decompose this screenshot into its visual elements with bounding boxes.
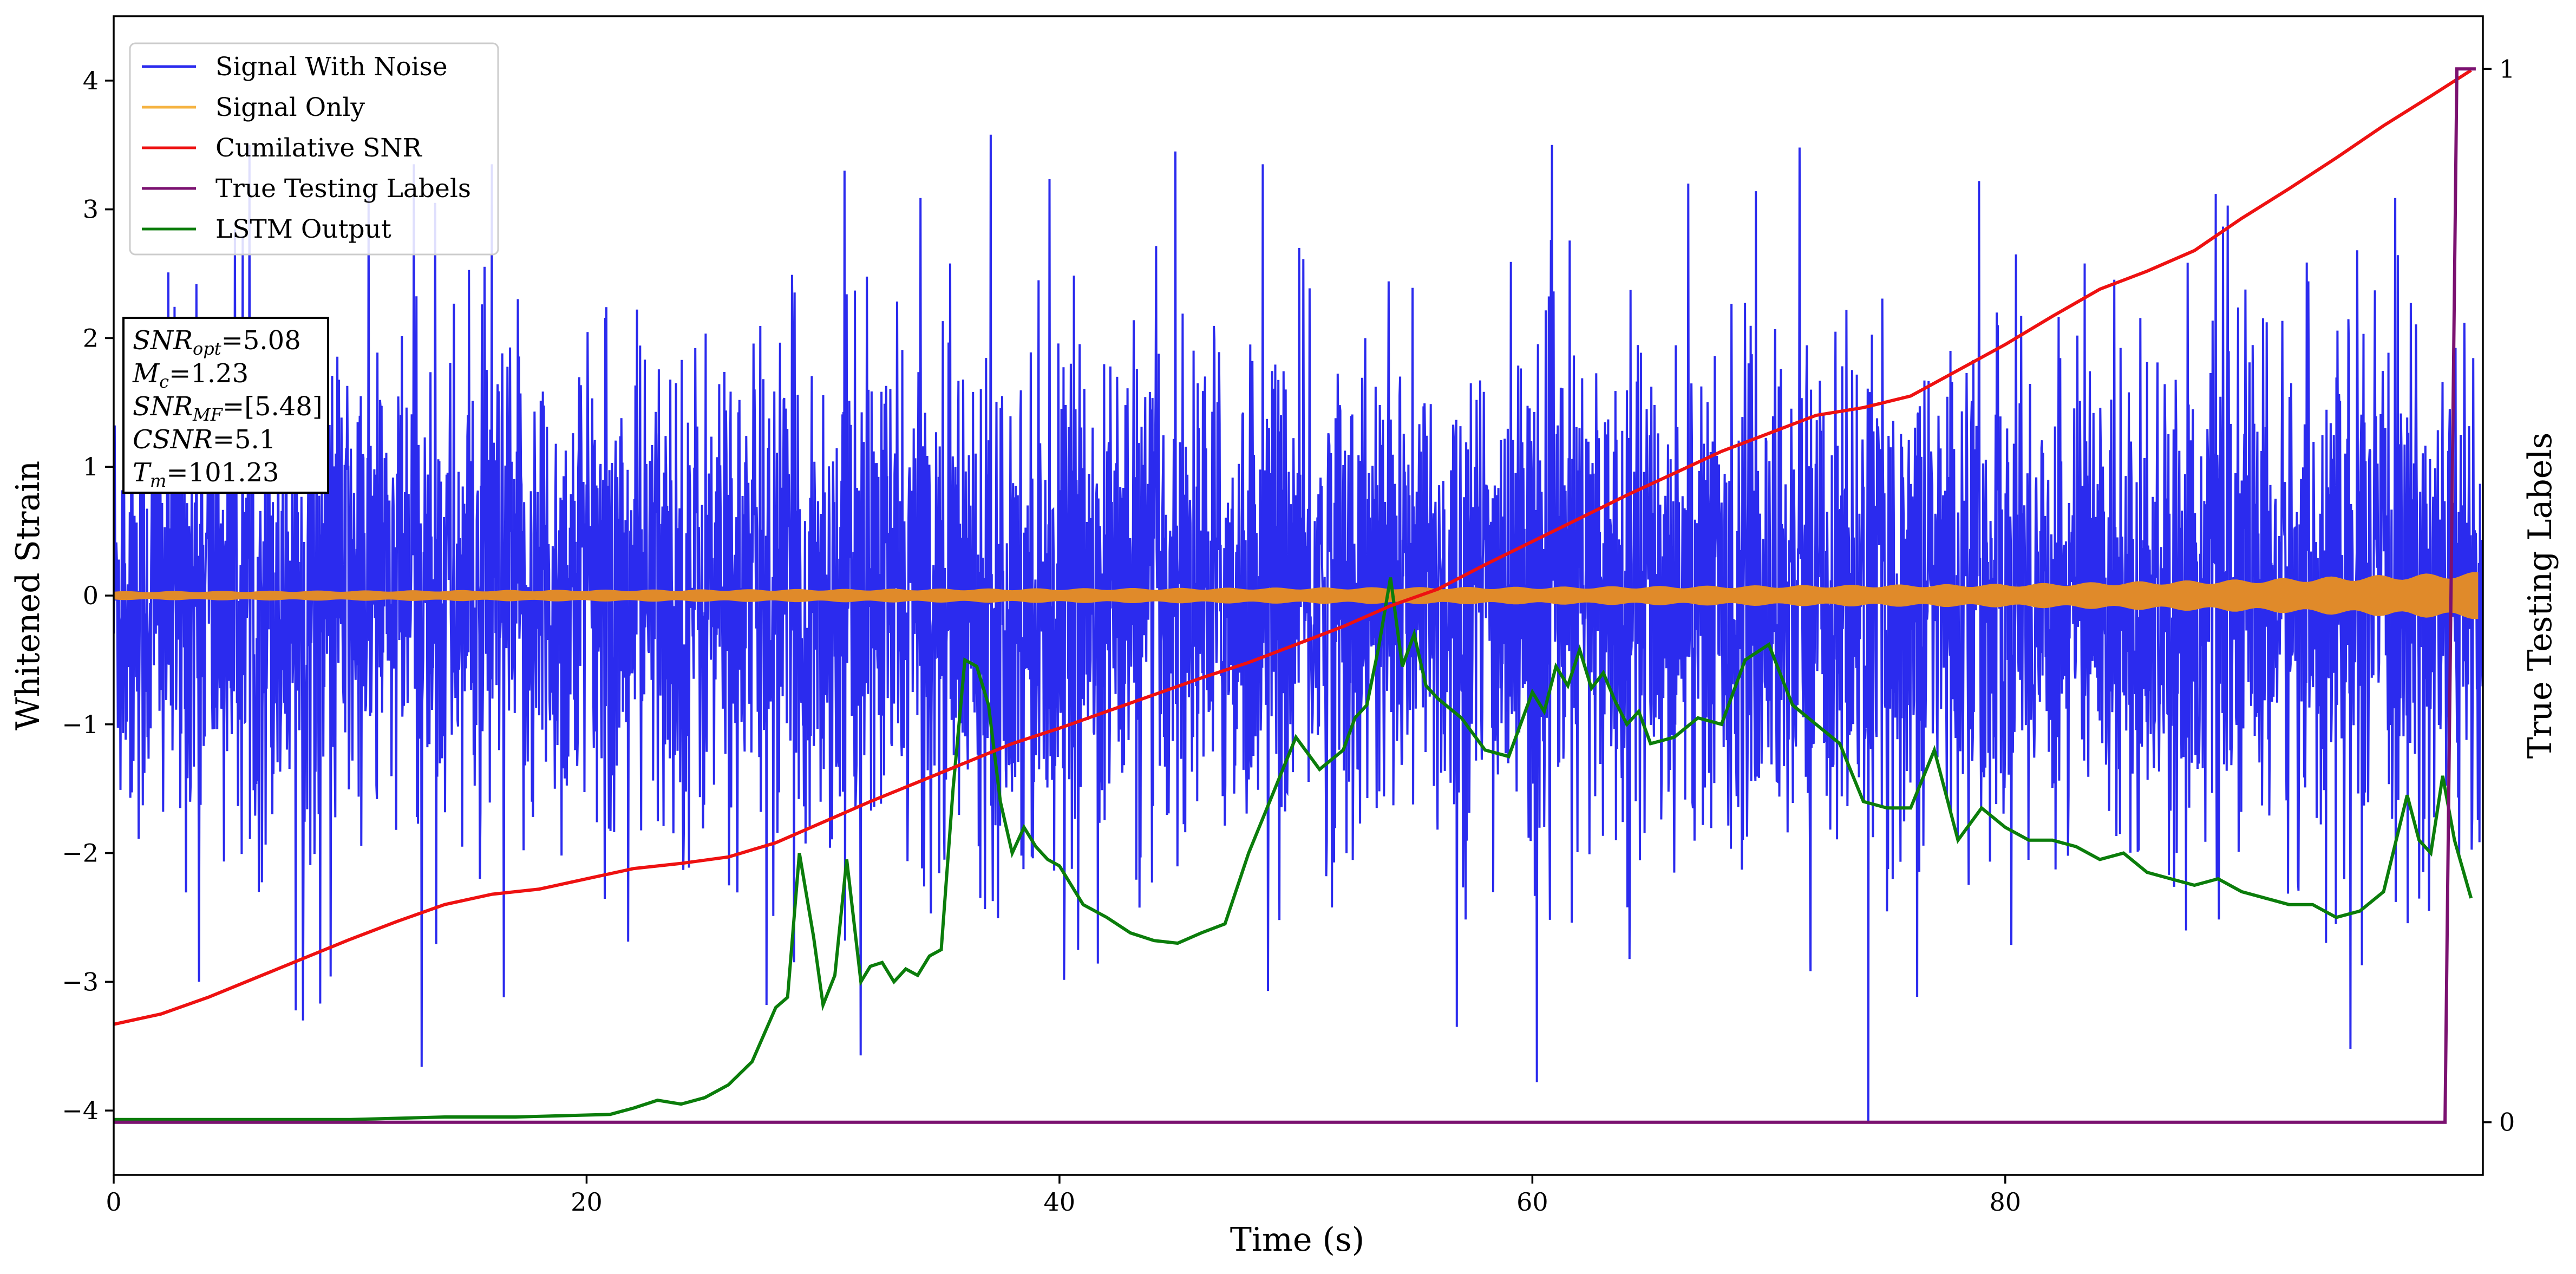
legend-label-lstm-output: LSTM Output <box>215 214 391 244</box>
y-axis-label: Whitened Strain <box>9 461 47 730</box>
annotation-box: SNRopt=5.08Mc=1.23SNRMF=[5.48]CSNR=5.1Tm… <box>122 317 329 494</box>
x-axis-label: Time (s) <box>1230 1221 1364 1259</box>
y-tick-label: 0 <box>83 581 99 610</box>
y-tick-label: −2 <box>62 839 99 868</box>
legend-frame <box>129 42 499 256</box>
plot-area <box>114 67 2483 1124</box>
annotation-line: CSNR=5.1 <box>133 424 276 455</box>
x-tick-label: 80 <box>1990 1187 2022 1217</box>
x-tick-label: 0 <box>106 1187 121 1217</box>
series-signal-with-noise <box>114 134 2483 1123</box>
legend-label-signal-only: Signal Only <box>215 93 365 122</box>
y2-tick-label: 1 <box>2499 54 2515 83</box>
x-axis: 0 20 40 60 80 <box>106 1175 2021 1217</box>
y-tick-label: 3 <box>83 195 99 224</box>
y-tick-label: −3 <box>62 967 99 996</box>
annotation-line: Mc=1.23 <box>132 358 249 392</box>
legend-label-cumilative-snr: Cumilative SNR <box>215 133 422 163</box>
y-tick-label: −4 <box>62 1096 99 1125</box>
x-tick-label: 40 <box>1044 1187 1076 1217</box>
y-tick-label: −1 <box>62 710 99 739</box>
y2-tick-label: 0 <box>2499 1108 2515 1137</box>
series-signal-only <box>114 572 2479 619</box>
annotation-line: SNRopt=5.08 <box>133 325 301 359</box>
x-tick-label: 20 <box>571 1187 603 1217</box>
annotation-line: Tm=101.23 <box>133 458 279 491</box>
series-cumilative-snr <box>114 69 2472 1026</box>
y-tick-label: 4 <box>83 66 99 95</box>
x-tick-label: 60 <box>1516 1187 1548 1217</box>
series-lstm-output <box>114 577 2473 1121</box>
legend: Signal With Noise Signal Only Cumilative S… <box>129 42 499 256</box>
y2-axis: 01 <box>2483 54 2515 1137</box>
y2-axis-label: True Testing Labels <box>2521 433 2559 759</box>
series-true-testing-labels <box>114 67 2476 1124</box>
y-tick-label: 2 <box>83 323 99 352</box>
y-axis: −4 −3 −2 −1 0 1 2 3 4 <box>62 66 114 1125</box>
legend-label-true-testing-labels: True Testing Labels <box>215 174 471 204</box>
legend-label-signal-with-noise: Signal With Noise <box>215 52 448 82</box>
y-tick-label: 1 <box>83 452 99 481</box>
annotation-line: SNRMF=[5.48] <box>133 391 323 425</box>
annotation-frame <box>122 317 329 494</box>
